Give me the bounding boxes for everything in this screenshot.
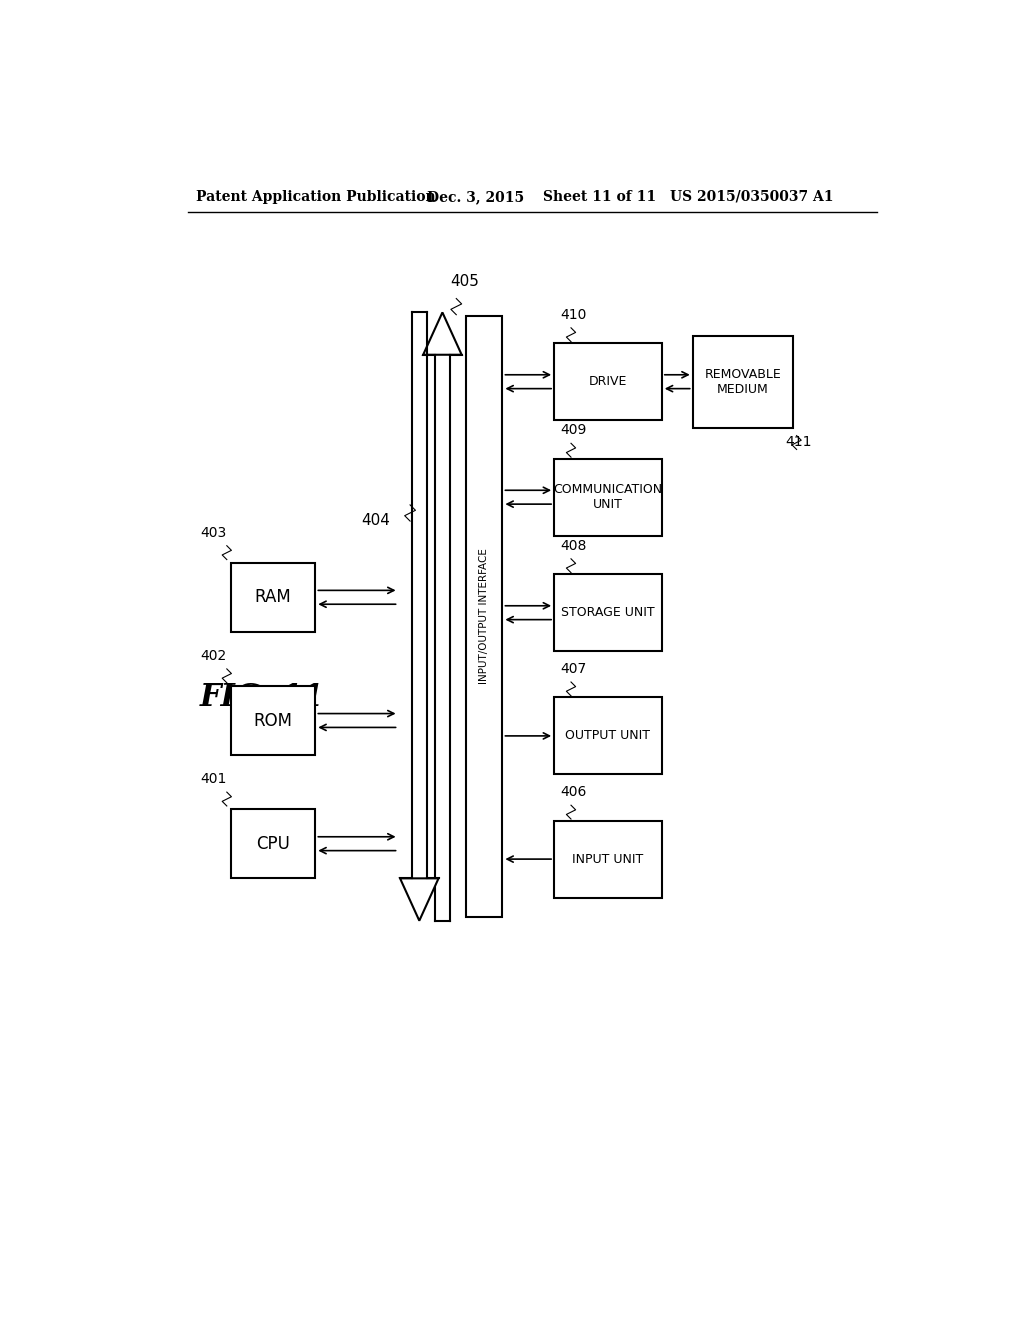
Text: 407: 407 (560, 661, 587, 676)
Bar (554, 343, 662, 420)
Text: COMMUNICATION
UNIT: COMMUNICATION UNIT (553, 483, 663, 511)
Text: INPUT UNIT: INPUT UNIT (572, 853, 644, 866)
Text: 408: 408 (560, 539, 587, 553)
Text: DRIVE: DRIVE (589, 375, 627, 388)
Polygon shape (423, 313, 462, 355)
Bar (692, 335, 793, 428)
Text: 409: 409 (560, 424, 587, 437)
Bar (412, 313, 427, 878)
Text: Patent Application Publication: Patent Application Publication (196, 190, 435, 203)
Text: Sheet 11 of 11: Sheet 11 of 11 (543, 190, 655, 203)
Bar (554, 821, 662, 898)
Text: REMOVABLE
MEDIUM: REMOVABLE MEDIUM (705, 368, 781, 396)
Bar (230, 562, 315, 632)
Text: 403: 403 (201, 525, 226, 540)
Bar (230, 809, 315, 878)
Text: 401: 401 (201, 772, 226, 785)
Text: 410: 410 (560, 308, 587, 322)
Text: 411: 411 (785, 436, 812, 449)
Text: 404: 404 (361, 512, 390, 528)
Text: RAM: RAM (255, 589, 292, 606)
Text: 406: 406 (560, 785, 587, 799)
Bar (435, 355, 451, 921)
Text: 402: 402 (201, 648, 226, 663)
Text: STORAGE UNIT: STORAGE UNIT (561, 606, 654, 619)
Text: 405: 405 (451, 275, 479, 289)
Bar (230, 686, 315, 755)
Text: INPUT/OUTPUT INTERFACE: INPUT/OUTPUT INTERFACE (479, 549, 489, 685)
Bar (466, 317, 503, 917)
Text: CPU: CPU (256, 834, 290, 853)
Text: FIG. 11: FIG. 11 (200, 682, 325, 713)
Text: OUTPUT UNIT: OUTPUT UNIT (565, 730, 650, 742)
Text: US 2015/0350037 A1: US 2015/0350037 A1 (670, 190, 834, 203)
Bar (554, 459, 662, 536)
Text: ROM: ROM (254, 711, 293, 730)
Bar (554, 697, 662, 775)
Bar (554, 574, 662, 651)
Text: Dec. 3, 2015: Dec. 3, 2015 (427, 190, 524, 203)
Polygon shape (400, 878, 438, 921)
